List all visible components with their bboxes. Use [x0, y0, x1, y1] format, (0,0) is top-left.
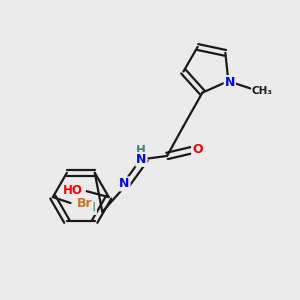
Text: N: N [136, 153, 147, 166]
Text: HO: HO [63, 184, 83, 197]
Text: H: H [86, 201, 96, 214]
Text: N: N [119, 177, 130, 190]
Text: H: H [136, 144, 146, 157]
Text: CH₃: CH₃ [252, 86, 273, 96]
Text: O: O [192, 143, 203, 156]
Text: N: N [225, 76, 235, 89]
Text: Br: Br [77, 197, 93, 210]
